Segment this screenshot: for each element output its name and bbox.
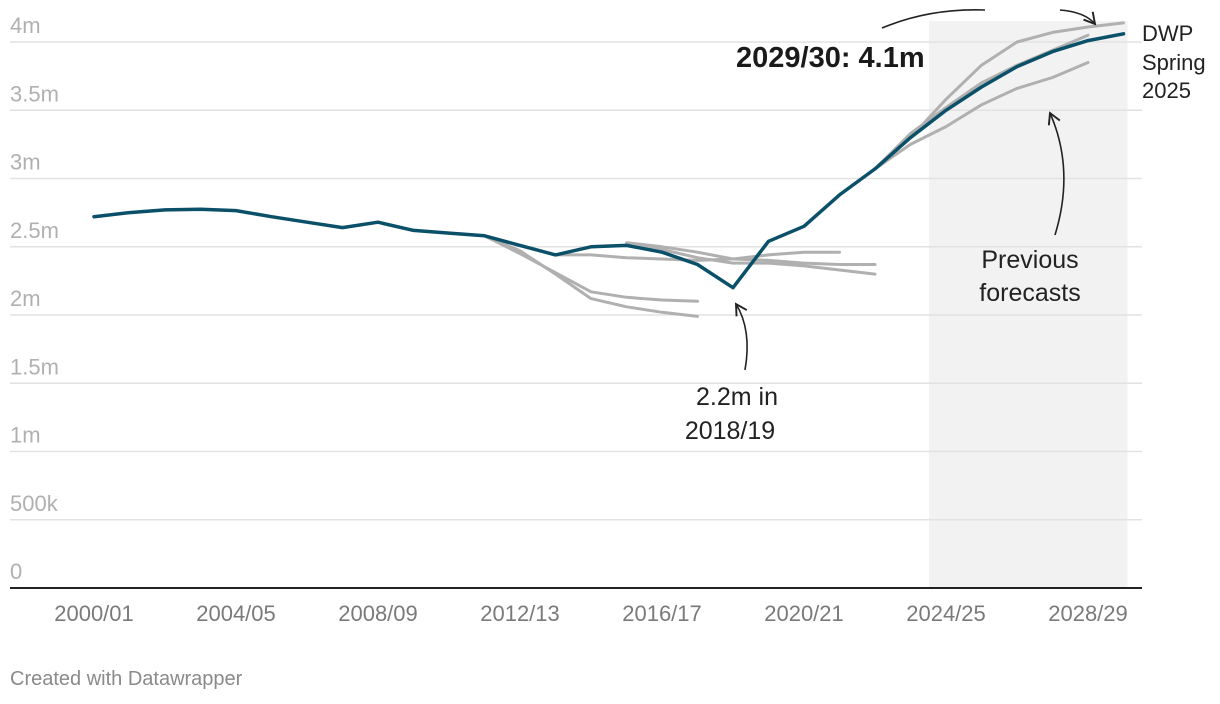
previous-forecast-path bbox=[483, 234, 699, 318]
x-tick-label: 2024/25 bbox=[906, 601, 986, 626]
previous-forecast-path bbox=[483, 234, 699, 303]
y-tick-label: 2.5m bbox=[10, 218, 59, 243]
x-tick-label: 2000/01 bbox=[54, 601, 134, 626]
dwp-arrow bbox=[1059, 9, 1097, 26]
y-tick-label: 1.5m bbox=[10, 354, 59, 379]
y-tick-label: 4m bbox=[10, 13, 41, 38]
y-tick-label: 500k bbox=[10, 491, 59, 516]
x-tick-label: 2012/13 bbox=[480, 601, 560, 626]
low-point-arrow bbox=[734, 302, 748, 371]
low-point-label-line-1: 2.2m in bbox=[696, 383, 778, 411]
x-axis-ticks: 2000/01 2004/05 2008/09 2012/13 2016/17 2020/… bbox=[54, 601, 1128, 626]
main-label-arrow bbox=[881, 9, 986, 29]
gridlines bbox=[10, 41, 1142, 521]
x-tick-label: 2028/29 bbox=[1048, 601, 1128, 626]
y-tick-label: 3m bbox=[10, 150, 41, 175]
dwp-label-line-2: Spring bbox=[1142, 50, 1206, 75]
main-series-path bbox=[92, 32, 1126, 290]
main-series-label: 2029/30: 4.1m bbox=[736, 42, 925, 74]
main-series-line bbox=[92, 32, 1126, 290]
previous-forecasts-label-line-1: Previous bbox=[981, 246, 1078, 274]
previous-forecast-path bbox=[873, 61, 1090, 171]
footer-credit: Created with Datawrapper bbox=[10, 668, 243, 690]
y-tick-label: 2m bbox=[10, 286, 41, 311]
previous-forecasts-arrow bbox=[1047, 111, 1065, 236]
dwp-label-line-1: DWP bbox=[1142, 21, 1193, 46]
x-tick-label: 2016/17 bbox=[622, 601, 702, 626]
y-tick-label: 1m bbox=[10, 423, 41, 448]
x-tick-label: 2008/09 bbox=[338, 601, 418, 626]
previous-forecast-path bbox=[625, 241, 877, 266]
y-tick-label: 3.5m bbox=[10, 81, 59, 106]
low-point-label-line-2: 2018/19 bbox=[685, 417, 775, 445]
y-tick-label: 0 bbox=[10, 559, 22, 584]
dwp-label-line-3: 2025 bbox=[1142, 78, 1191, 103]
x-tick-label: 2020/21 bbox=[764, 601, 844, 626]
y-axis-ticks: 0 500k 1m 1.5m 2m 2.5m 3m 3.5m 4m bbox=[10, 13, 59, 584]
x-tick-label: 2004/05 bbox=[196, 601, 276, 626]
previous-forecasts-label-line-2: forecasts bbox=[979, 279, 1080, 307]
